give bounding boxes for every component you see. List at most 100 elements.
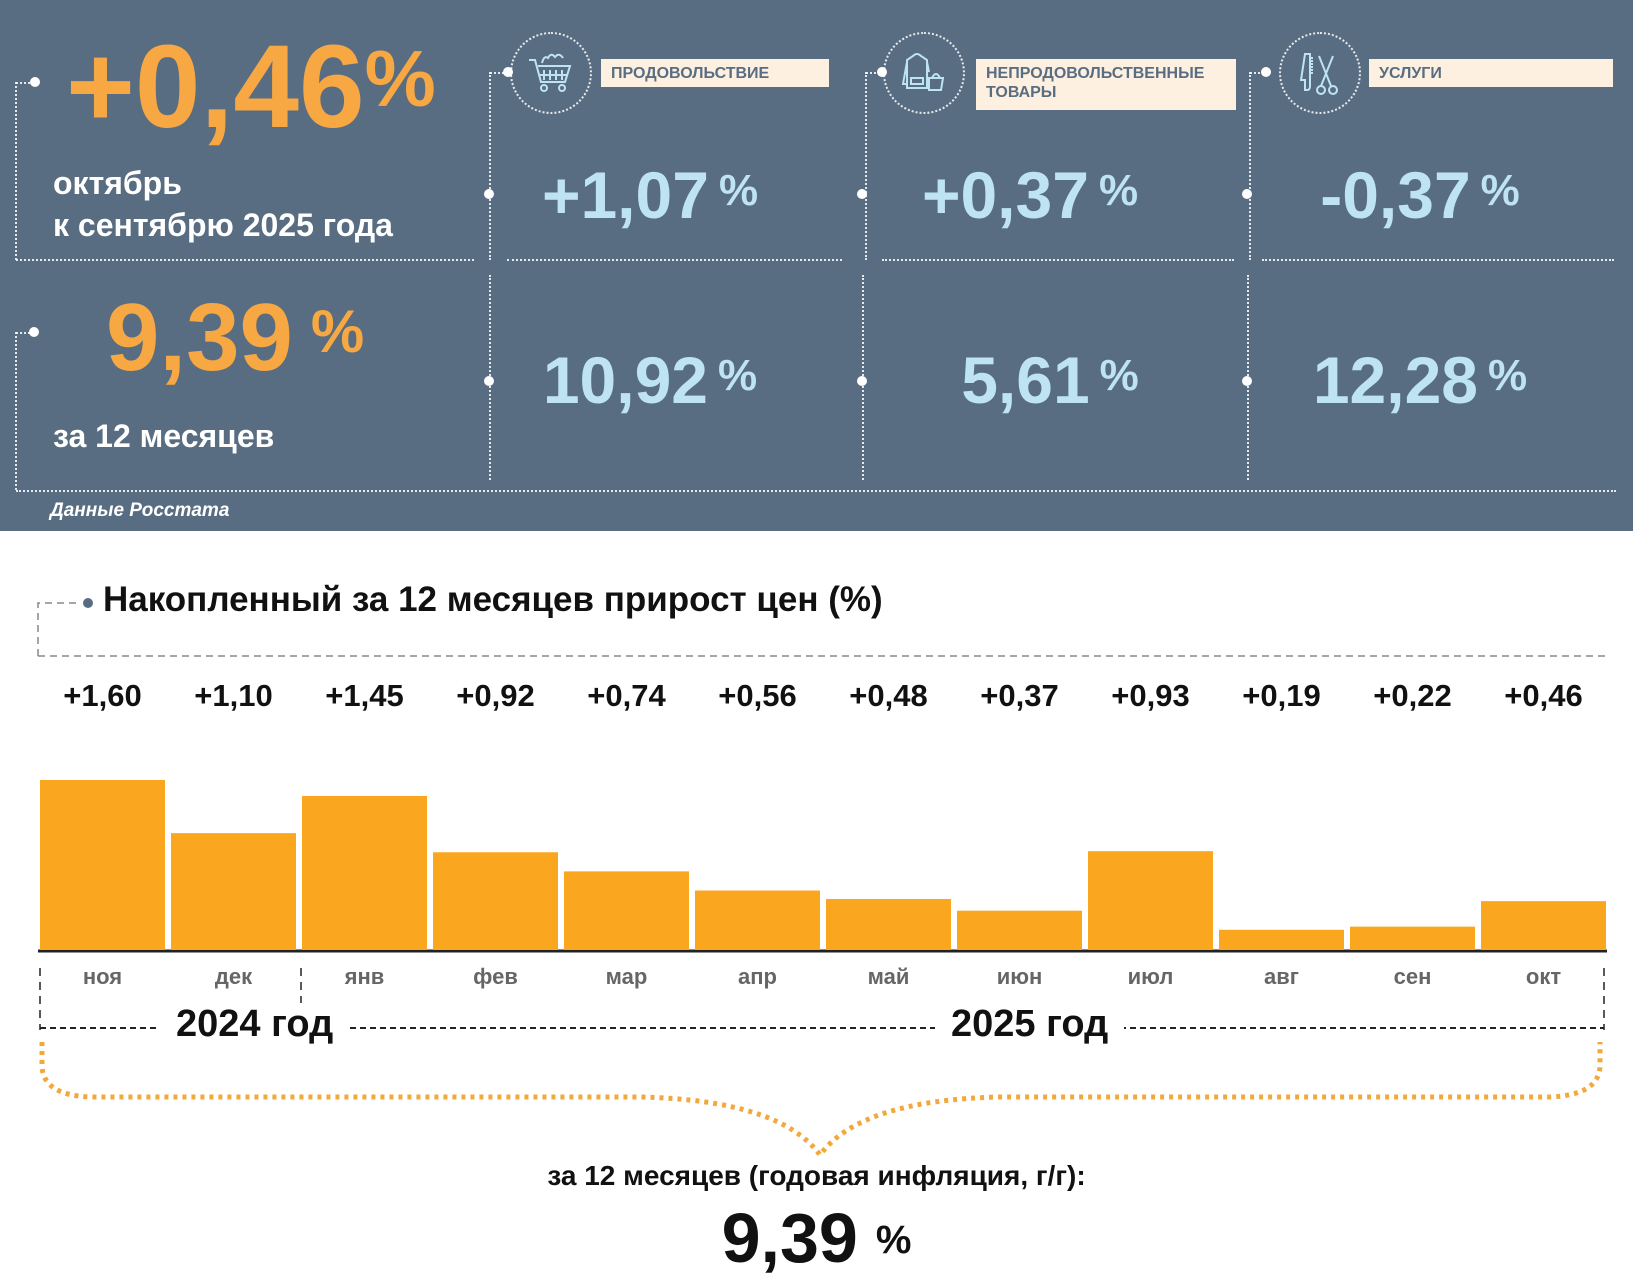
value-text: +0,37 — [921, 158, 1089, 232]
value-label: +0,19 — [1242, 678, 1321, 713]
connector-dot — [1261, 67, 1271, 77]
annual-total-caption: за 12 месяцев (годовая инфляция, г/г): — [547, 1160, 1086, 1191]
non-food-icon-circle — [883, 32, 965, 114]
bar-авг — [1219, 929, 1344, 950]
bar-июл — [1088, 851, 1213, 950]
value-label: +0,22 — [1373, 678, 1452, 713]
connector-line — [489, 72, 491, 260]
connector-line — [490, 72, 508, 74]
value-label: +1,10 — [194, 678, 273, 713]
monthly-caption-line2: к сентябрю 2025 года — [53, 207, 393, 243]
month-label: апр — [738, 964, 777, 989]
percent-sign: % — [1488, 351, 1528, 400]
category-label-food: ПРОДОВОЛЬСТВИЕ — [601, 59, 829, 87]
month-label: июл — [1127, 964, 1174, 989]
connector-dot — [484, 376, 494, 386]
bar-сен — [1350, 926, 1475, 950]
monthly-inflation-value: +0,46% — [66, 22, 436, 152]
food-annual-value: 10,92% — [520, 345, 780, 415]
monthly-value-text: +0,46 — [66, 21, 365, 153]
monthly-caption-line1: октябрь — [53, 165, 182, 201]
divider-line — [1262, 259, 1614, 261]
chart-title: Накопленный за 12 месяцев прирост цен (%… — [103, 580, 883, 619]
value-label: +1,60 — [63, 678, 142, 713]
connector-line — [1249, 72, 1251, 260]
connector-dot — [503, 67, 513, 77]
services-monthly-value: -0,37% — [1290, 160, 1550, 230]
percent-sign: % — [718, 166, 759, 215]
label-line2: ТОВАРЫ — [986, 84, 1057, 101]
value-text: 12,28 — [1312, 343, 1479, 417]
percent-sign: % — [1098, 166, 1139, 215]
value-label: +0,37 — [980, 678, 1059, 713]
value-label: +0,93 — [1111, 678, 1190, 713]
bar-ноя — [40, 780, 165, 950]
value-label: +0,56 — [718, 678, 797, 713]
value-label: +1,45 — [325, 678, 404, 713]
divider-line — [882, 259, 1234, 261]
value-label: +0,46 — [1504, 678, 1583, 713]
year-label-2024: 2024 год — [160, 1003, 350, 1046]
title-connector — [37, 602, 76, 656]
annual-total-value: 9,39% — [0, 1198, 1633, 1278]
services-icon-circle — [1279, 32, 1361, 114]
annual-value-text: 9,39 — [106, 284, 293, 391]
connector-dot — [857, 189, 867, 199]
bar-апр — [695, 890, 820, 950]
month-label: сен — [1393, 964, 1432, 989]
bar-май — [826, 899, 951, 950]
divider-line — [16, 259, 474, 261]
food-monthly-value: +1,07% — [520, 160, 780, 230]
month-label: июн — [996, 964, 1043, 989]
bar-июн — [957, 910, 1082, 950]
title-dot — [83, 598, 93, 608]
value-text: -0,37 — [1320, 158, 1471, 232]
divider-line — [16, 490, 1616, 492]
connector-dot — [877, 67, 887, 77]
connector-line — [865, 72, 867, 260]
label-line1: НЕПРОДОВОЛЬСТВЕННЫЕ — [986, 65, 1205, 82]
month-label: дек — [214, 964, 253, 989]
month-label: ноя — [82, 964, 123, 989]
bar-янв — [302, 795, 427, 950]
category-label-non-food: НЕПРОДОВОЛЬСТВЕННЫЕ ТОВАРЫ — [976, 59, 1236, 110]
non-food-annual-value: 5,61% — [920, 345, 1180, 415]
value-label: +0,92 — [456, 678, 535, 713]
percent-sign: % — [1099, 351, 1139, 400]
summary-panel: +0,46% октябрь к сентябрю 2025 года 9,39… — [0, 0, 1633, 531]
bar-окт — [1481, 901, 1606, 950]
connector-dot — [857, 376, 867, 386]
divider-line — [507, 259, 842, 261]
percent-sign: % — [718, 351, 758, 400]
connector-dot — [29, 327, 39, 337]
annual-caption: за 12 месяцев — [53, 418, 275, 454]
bar-фев — [433, 852, 558, 950]
comb-scissors-icon — [1299, 53, 1338, 95]
value-text: 5,61 — [961, 343, 1090, 417]
bar-дек — [171, 833, 296, 950]
connector-line — [15, 82, 17, 260]
percent-sign: % — [1480, 166, 1520, 215]
percent-sign: % — [875, 1218, 912, 1262]
total-value-text: 9,39 — [721, 1199, 858, 1277]
connector-line — [15, 332, 17, 490]
connector-line — [1250, 72, 1268, 74]
services-annual-value: 12,28% — [1290, 345, 1550, 415]
clothing-bag-icon — [901, 53, 945, 91]
month-label: май — [867, 964, 910, 989]
bar-мар — [564, 871, 689, 950]
month-label: янв — [344, 964, 385, 989]
shopping-cart-icon — [529, 53, 572, 92]
connector-line — [866, 72, 884, 74]
value-label: +0,48 — [849, 678, 928, 713]
month-label: мар — [605, 964, 648, 989]
connector-dot — [484, 189, 494, 199]
total-brace — [39, 1042, 1603, 1160]
percent-sign: % — [310, 298, 365, 365]
bars-group — [40, 780, 1606, 950]
source-note: Данные Росстата — [50, 500, 230, 521]
connector-dot — [1242, 189, 1252, 199]
annual-inflation-value: 9,39% — [106, 288, 364, 388]
connector-dot — [1242, 376, 1252, 386]
